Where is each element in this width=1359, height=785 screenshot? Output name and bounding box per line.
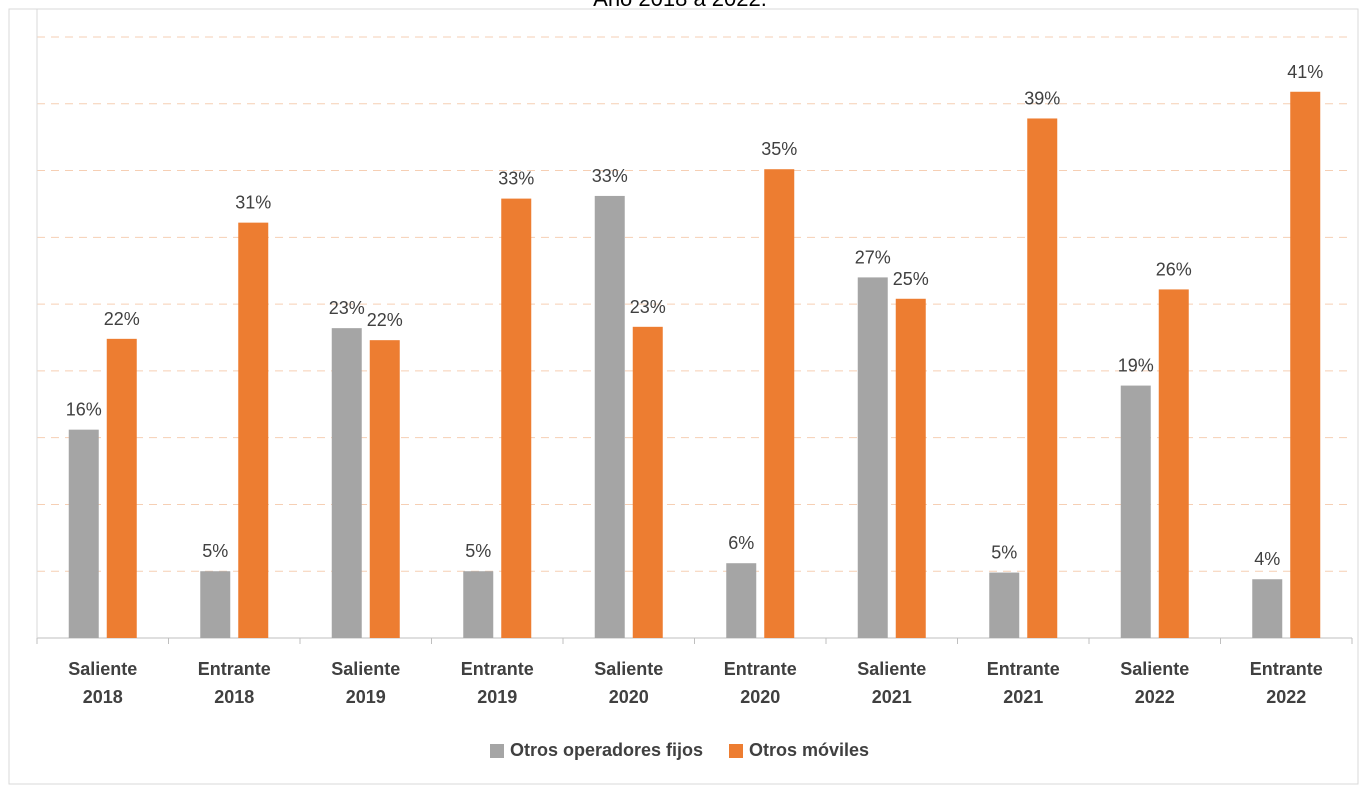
x-tick-label: Entrante 2019 <box>460 659 534 707</box>
data-label: 5% <box>202 541 228 561</box>
bar <box>68 429 99 638</box>
data-label: 4% <box>1254 549 1280 569</box>
bar <box>895 298 926 638</box>
legend-item: Otros móviles <box>729 740 869 761</box>
x-tick-label: Entrante 2021 <box>986 659 1060 707</box>
bar <box>1252 579 1283 638</box>
data-label: 23% <box>329 298 365 318</box>
data-label: 33% <box>498 169 534 189</box>
data-label: 35% <box>761 139 797 159</box>
x-tick-label: Saliente 2018 <box>68 659 138 707</box>
bar <box>106 338 137 638</box>
data-label: 19% <box>1118 356 1154 376</box>
data-label: 27% <box>855 247 891 267</box>
chart-frame <box>8 8 1359 785</box>
x-tick-label: Entrante 2018 <box>197 659 271 707</box>
data-label: 16% <box>66 400 102 420</box>
x-tick-label: Saliente 2019 <box>331 659 401 707</box>
bar <box>632 326 663 638</box>
bar <box>331 328 362 638</box>
data-label: 26% <box>1156 259 1192 279</box>
bar <box>764 169 795 638</box>
legend-swatch <box>489 743 504 758</box>
legend: Otros operadores fijos Otros móviles <box>0 740 1359 761</box>
data-label: 39% <box>1024 88 1060 108</box>
legend-item: Otros operadores fijos <box>489 740 703 761</box>
legend-label: Otros operadores fijos <box>509 740 703 760</box>
x-tick-label: Entrante 2020 <box>723 659 797 707</box>
bar <box>1120 385 1151 638</box>
bar <box>1290 91 1321 639</box>
data-label: 31% <box>235 193 271 213</box>
data-label: 5% <box>991 543 1017 563</box>
data-label: 22% <box>367 310 403 330</box>
x-tick-label: Saliente 2022 <box>1120 659 1190 707</box>
legend-label: Otros móviles <box>749 740 870 760</box>
legend-swatch <box>729 743 743 758</box>
data-label: 23% <box>630 297 666 317</box>
bar <box>857 277 888 638</box>
x-tick-label: Saliente 2020 <box>594 659 664 707</box>
data-label: 22% <box>104 309 140 329</box>
bar <box>594 195 625 639</box>
x-tick-label: Entrante 2022 <box>1249 659 1323 707</box>
bar <box>463 571 494 638</box>
data-label: 41% <box>1287 62 1323 82</box>
data-label: 25% <box>893 269 929 289</box>
data-label: 33% <box>592 166 628 186</box>
bar <box>369 340 400 638</box>
data-label: 6% <box>728 533 754 553</box>
bar <box>1158 289 1189 638</box>
data-label: 5% <box>465 541 491 561</box>
bar <box>1027 118 1058 639</box>
x-tick-label: Saliente 2021 <box>857 659 927 707</box>
bar <box>200 571 231 638</box>
bar <box>238 222 269 639</box>
bar <box>989 572 1020 638</box>
bar <box>726 563 757 638</box>
bar <box>501 198 532 638</box>
chart-title: Año 2018 a 2022. <box>593 0 767 11</box>
